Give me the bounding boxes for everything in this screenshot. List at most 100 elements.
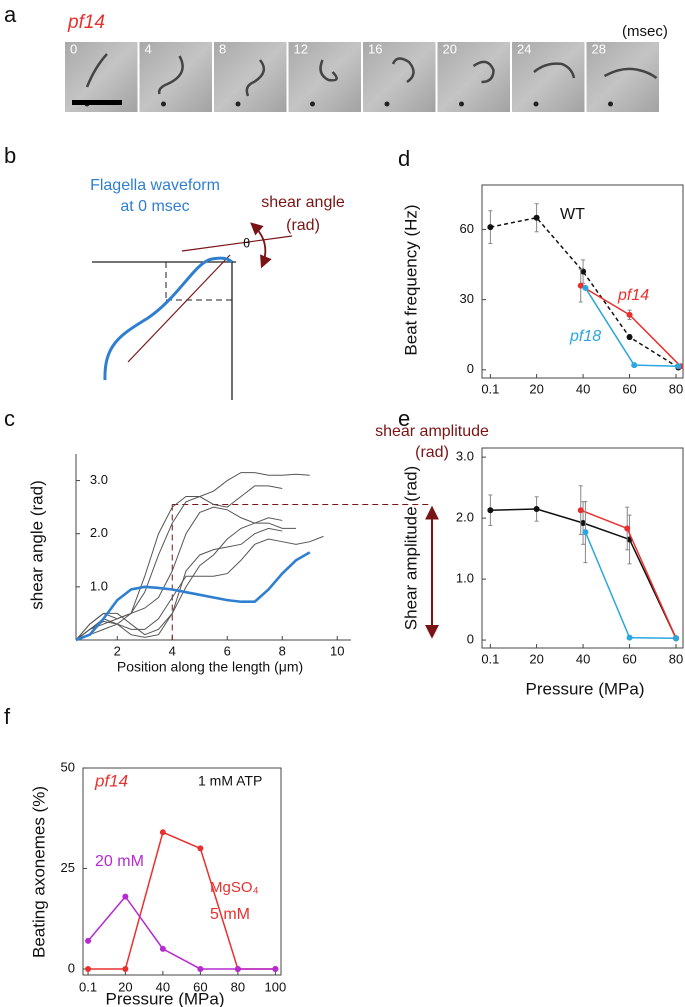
y-axis-title: Shear amplitude (rad)	[401, 466, 420, 630]
annotation: pf14	[94, 771, 128, 790]
y-tick-label: 2.0	[90, 525, 108, 540]
data-point	[582, 284, 589, 291]
panel-label: b	[4, 143, 16, 168]
y-tick-label: 50	[61, 759, 75, 774]
y-tick-label: 60	[460, 221, 474, 236]
data-point	[197, 965, 204, 972]
strain-label: pf14	[67, 12, 105, 33]
x-axis-title: Pressure (MPa)	[525, 679, 644, 698]
frame-time: 4	[145, 41, 152, 56]
series-line	[87, 895, 276, 970]
panel-label: d	[398, 146, 410, 171]
series-line	[75, 485, 283, 641]
data-point	[85, 937, 92, 944]
data-point	[122, 893, 129, 900]
plot-frame	[481, 184, 684, 379]
flagellum	[391, 57, 415, 84]
y-tick-label: 0	[467, 361, 474, 376]
data-point	[234, 965, 241, 972]
flagellum	[533, 62, 576, 79]
angle-label: (rad)	[286, 217, 320, 234]
panel-label: f	[4, 704, 11, 729]
angle-symbol: θ	[243, 235, 250, 250]
data-point	[533, 505, 540, 512]
x-tick-label: 0.1	[481, 381, 499, 396]
series-line	[75, 527, 283, 641]
data-point	[582, 529, 589, 536]
cell-body	[533, 101, 539, 107]
x-tick-label: 100	[265, 979, 287, 994]
frame-time: 0	[70, 41, 77, 56]
panel-label: c	[4, 406, 15, 431]
x-tick-label: 60	[622, 381, 636, 396]
x-tick-label: 2	[114, 643, 121, 658]
panel-label: a	[4, 2, 17, 27]
annotation: MgSO₄	[210, 879, 259, 896]
series-label: pf14	[617, 287, 649, 304]
series-line	[75, 472, 310, 641]
waveform-label: at 0 msec	[120, 198, 189, 215]
frame-image	[214, 42, 287, 112]
x-tick-label: 8	[279, 643, 286, 658]
data-point	[85, 965, 92, 972]
data-point	[487, 507, 494, 514]
y-tick-label: 0	[467, 632, 474, 647]
y-axis-title: Beat frequency (Hz)	[401, 204, 420, 355]
plot-frame	[82, 767, 282, 976]
data-point	[624, 525, 631, 532]
x-tick-label: 20	[529, 381, 543, 396]
series-line	[490, 216, 679, 369]
series-line	[75, 551, 311, 642]
series-label: 20 mM	[95, 853, 144, 870]
data-point	[675, 363, 682, 370]
x-tick-label: 40	[156, 979, 170, 994]
data-point	[197, 845, 204, 852]
frame-time: 16	[368, 41, 382, 56]
panel-label: e	[398, 406, 410, 431]
flagellum	[157, 55, 184, 95]
y-tick-label: 1.0	[90, 578, 108, 593]
data-point	[626, 334, 633, 341]
x-tick-label: 0.1	[79, 979, 97, 994]
x-axis-title: Position along the length (μm)	[117, 659, 303, 675]
frame-time: 24	[517, 41, 531, 56]
data-point	[487, 224, 494, 231]
cell-body	[459, 101, 464, 107]
data-point	[533, 214, 540, 221]
x-tick-label: 60	[193, 979, 207, 994]
cell-body	[235, 101, 241, 107]
annotation: 1 mM ATP	[198, 773, 262, 789]
data-point	[159, 945, 166, 952]
series-label: pf18	[569, 328, 601, 345]
series-line	[584, 531, 677, 639]
y-tick-label: 1.0	[456, 571, 474, 586]
cell-body	[608, 101, 613, 107]
x-tick-label: 60	[622, 651, 636, 666]
x-axis-title: Pressure (MPa)	[105, 989, 224, 1007]
y-tick-label: 3.0	[90, 472, 108, 487]
angle-label: shear angle	[261, 194, 345, 211]
flagellum	[85, 53, 108, 88]
x-tick-label: 40	[576, 651, 590, 666]
data-point	[577, 507, 584, 514]
y-tick-label: 2.0	[456, 510, 474, 525]
data-point	[626, 634, 633, 641]
data-point	[626, 311, 633, 318]
waveform-label: Flagella waveform	[90, 177, 220, 194]
series-line	[75, 517, 283, 641]
scale-bar	[72, 100, 122, 105]
data-point	[631, 362, 638, 369]
y-tick-label: 0	[68, 960, 75, 975]
time-unit: (msec)	[622, 23, 668, 40]
x-tick-label: 40	[576, 381, 590, 396]
frame-image	[139, 42, 212, 112]
frame-time: 28	[592, 41, 606, 56]
x-tick-label: 4	[169, 643, 176, 658]
waveform-diagram	[92, 222, 293, 400]
frame-image	[512, 42, 585, 112]
x-tick-label: 0.1	[481, 651, 499, 666]
flagellum	[603, 67, 658, 80]
series-line	[75, 506, 296, 641]
frame-time: 8	[219, 41, 226, 56]
series-label: WT	[560, 206, 585, 223]
